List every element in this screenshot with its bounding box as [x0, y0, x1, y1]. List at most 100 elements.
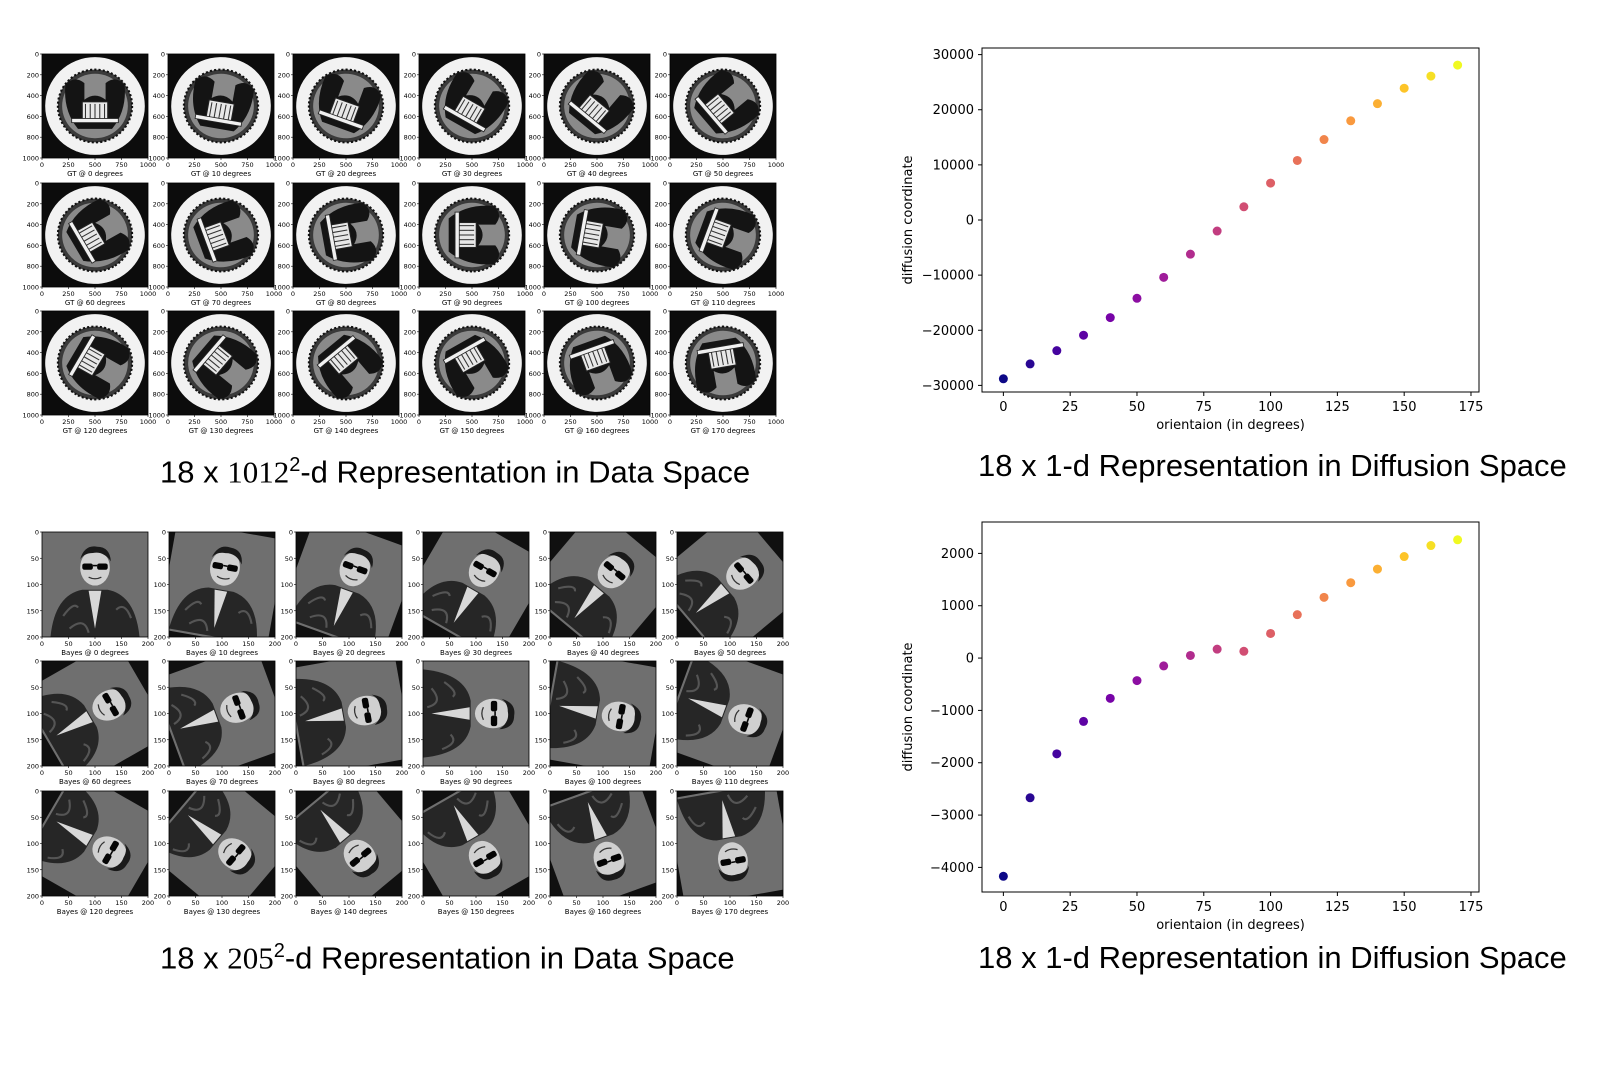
y-tick-label: −3000	[930, 809, 974, 824]
y-tick-label: 1000	[399, 412, 416, 420]
data-point	[1159, 661, 1169, 671]
seal-column	[78, 225, 93, 234]
sunglasses-bridge	[731, 860, 736, 864]
x-tick-label: 500	[716, 290, 728, 298]
y-tick-label: 200	[662, 634, 674, 642]
portrait-figure	[169, 532, 275, 637]
seal-column	[460, 354, 469, 368]
data-point	[1185, 249, 1195, 259]
seal-column	[337, 353, 348, 365]
tile-image	[169, 532, 275, 637]
portrait-collar	[559, 705, 598, 719]
portrait-mouth	[481, 706, 484, 721]
portrait-hair	[475, 549, 504, 573]
seal-emblem	[45, 57, 145, 155]
x-tick-label: 250	[439, 418, 451, 426]
portrait-figure	[423, 532, 529, 637]
x-tick-label: 0	[40, 640, 44, 648]
portrait-mouth	[226, 704, 232, 718]
portrait-collar	[722, 800, 736, 839]
y-tick-label: 600	[654, 113, 666, 121]
x-tick-label: 750	[743, 161, 755, 169]
y-tick-label: 400	[152, 221, 164, 229]
y-tick-label: 200	[27, 763, 39, 771]
sunglasses-right	[740, 721, 749, 732]
tile-image	[169, 791, 275, 896]
seal-column	[709, 100, 722, 111]
portrait-collar	[453, 586, 479, 623]
x-tick-label: 1000	[265, 290, 282, 298]
portrait-collar	[180, 709, 219, 729]
sunglasses-left	[232, 695, 241, 706]
y-tick-label: 100	[408, 710, 420, 718]
x-tick-label: 250	[313, 418, 325, 426]
portrait-collar	[88, 590, 102, 629]
x-tick-label: 500	[89, 161, 101, 169]
portrait-figure	[423, 791, 529, 896]
seal-column	[472, 347, 482, 361]
seal-column	[335, 243, 350, 247]
x-tick-label: 75	[1196, 400, 1213, 415]
y-tick-label: 0	[416, 658, 420, 666]
portrait-collar	[695, 583, 730, 613]
x-tick-label: 100	[597, 769, 609, 777]
seal-column	[206, 229, 222, 236]
x-tick-label: 500	[89, 418, 101, 426]
data-point	[1185, 650, 1195, 660]
sunglasses-left	[735, 856, 746, 864]
x-tick-label: 200	[142, 899, 154, 907]
y-tick-label: 150	[408, 866, 420, 874]
x-tick-label: 1000	[140, 418, 157, 426]
x-tick-label: 500	[591, 161, 603, 169]
y-tick-label: 600	[403, 113, 415, 121]
y-tick-label: 0	[35, 788, 39, 796]
sunglasses-bridge	[238, 704, 242, 710]
y-tick-label: 0	[411, 180, 415, 188]
y-tick-label: 800	[529, 263, 541, 271]
seal-column	[468, 106, 478, 120]
tile-label: Bayes @ 10 degrees	[186, 649, 258, 657]
y-tick-label: 800	[27, 391, 39, 399]
sunglasses-left	[361, 697, 370, 709]
seal-banner	[191, 334, 227, 374]
y-tick-label: 100	[154, 840, 166, 848]
x-tick-label: 50	[318, 769, 326, 777]
sunglasses-bridge	[223, 564, 228, 568]
data-point	[1132, 293, 1142, 303]
portrait-mouth	[348, 844, 359, 854]
tile-image	[418, 54, 525, 158]
x-tick-label: 200	[269, 640, 281, 648]
portrait-robe	[42, 791, 99, 864]
sunglasses-left	[610, 853, 622, 862]
portrait-robe	[550, 791, 630, 844]
x-tick-label: 250	[564, 161, 576, 169]
x-tick-label: 750	[366, 418, 378, 426]
tile-label: GT @ 80 degrees	[316, 299, 377, 307]
x-tick-label: 250	[188, 290, 200, 298]
seal-column	[205, 225, 220, 231]
x-tick-label: 750	[241, 161, 253, 169]
seal-column	[227, 105, 231, 121]
y-tick-label: 50	[158, 684, 166, 692]
y-tick-label: 600	[654, 370, 666, 378]
tile-image	[293, 54, 399, 158]
y-tick-label: 0	[662, 308, 666, 316]
y-tick-label: 200	[535, 634, 547, 642]
x-tick-label: 0	[421, 769, 425, 777]
y-tick-label: 50	[158, 555, 166, 563]
seal-emblem	[547, 57, 647, 155]
y-tick-label: 0	[662, 51, 666, 59]
y-tick-label: 200	[403, 200, 415, 208]
robe-folds	[307, 596, 373, 629]
x-tick-label: 0	[291, 290, 295, 298]
y-tick-label: 150	[154, 736, 166, 744]
portrait-figure	[550, 532, 656, 637]
x-tick-label: 500	[214, 161, 226, 169]
x-tick-label: 1000	[642, 418, 659, 426]
y-tick-label: 600	[152, 370, 164, 378]
y-tick-label: 800	[278, 134, 290, 142]
top-grid-caption: 18 x 10122-d Representation in Data Spac…	[160, 454, 751, 490]
y-tick-label: 400	[27, 349, 39, 357]
